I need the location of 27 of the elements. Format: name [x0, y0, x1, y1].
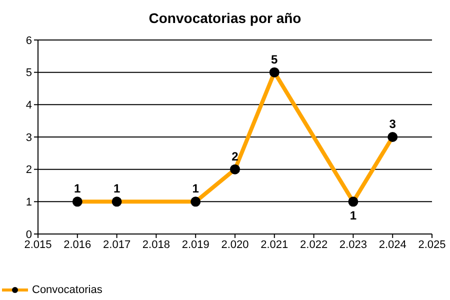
data-label: 2 [232, 149, 239, 164]
x-tick-label: 2.025 [418, 238, 446, 251]
y-tick-label: 1 [26, 196, 32, 209]
y-tick-label: 6 [26, 34, 32, 47]
x-tick-label: 2.018 [142, 238, 170, 251]
x-tick-label: 2.016 [64, 238, 92, 251]
x-tick-label: 2.021 [260, 238, 288, 251]
x-tick-label: 2.015 [24, 238, 52, 251]
x-tick-label: 2.022 [300, 238, 328, 251]
data-label: 1 [74, 182, 82, 196]
chart-title: Convocatorias por año [148, 10, 302, 26]
data-label: 5 [271, 52, 278, 66]
y-tick-label: 4 [26, 100, 32, 112]
data-label: 1 [192, 182, 200, 196]
x-tick-label: 2.017 [103, 238, 131, 251]
y-tick-label: 5 [26, 67, 32, 80]
data-label: 3 [389, 117, 396, 131]
y-tick-label: 2 [26, 164, 32, 176]
legend-label: Convocatorias [32, 284, 102, 296]
x-tick-label: 2.020 [221, 238, 249, 251]
x-tick-label: 2.024 [378, 238, 406, 251]
y-tick-label: 3 [26, 132, 32, 144]
y-tick-label: 0 [26, 228, 32, 241]
data-label: 1 [350, 208, 357, 223]
x-tick-label: 2.023 [339, 238, 367, 251]
data-label: 1 [113, 182, 120, 196]
x-tick-label: 2.019 [182, 238, 210, 251]
